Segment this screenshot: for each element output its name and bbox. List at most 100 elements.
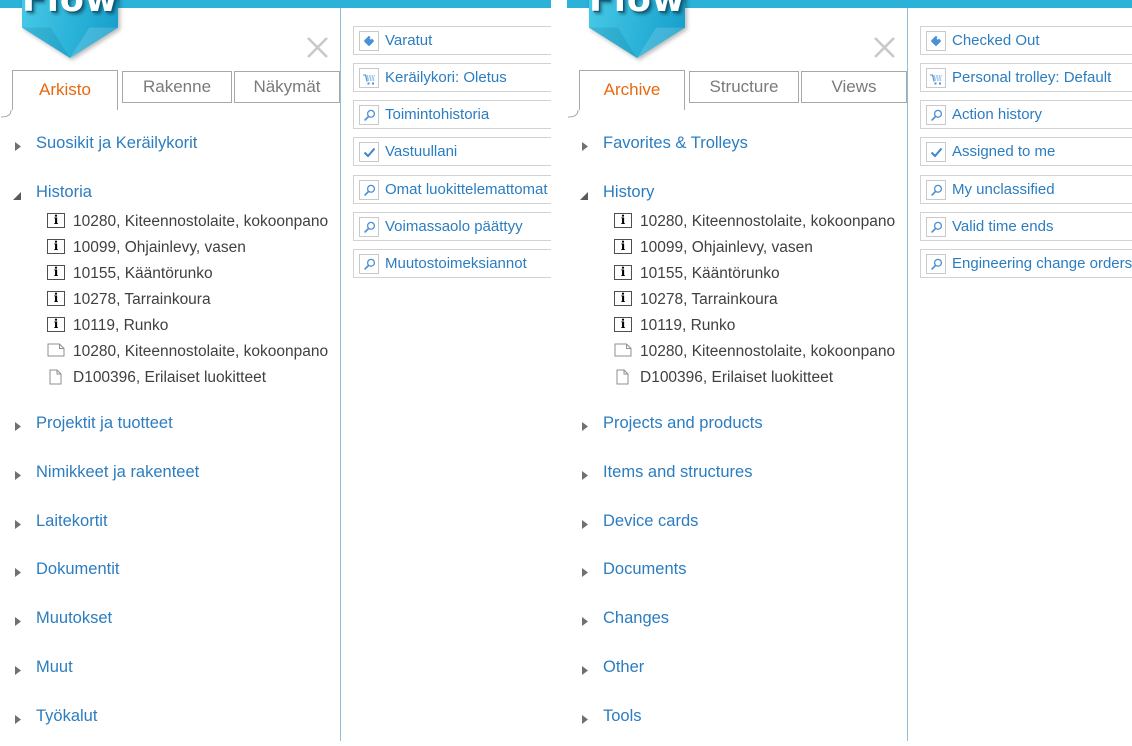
tree-child-label[interactable]: 10280, Kiteennostolaite, kokoonpano <box>73 213 329 230</box>
tree-item-changes[interactable]: Changes <box>567 609 907 631</box>
tab-archive[interactable]: Arkisto <box>12 70 118 110</box>
tree-item-label[interactable]: Items and structures <box>603 463 753 481</box>
expander-expanded-icon[interactable] <box>579 188 589 206</box>
tree-child-item[interactable]: 10155, Kääntörunko <box>567 264 907 284</box>
expander-collapsed-icon[interactable] <box>14 712 22 730</box>
tree-item-label[interactable]: Changes <box>603 609 670 627</box>
tree-child-label[interactable]: 10278, Tarrainkoura <box>640 291 778 308</box>
tree-child-item[interactable]: 10119, Runko <box>567 316 907 336</box>
quick-button-valid-time-ends[interactable]: Valid time ends <box>920 212 1132 241</box>
expander-collapsed-icon[interactable] <box>581 468 589 486</box>
tree-item-changes[interactable]: Muutokset <box>0 609 340 631</box>
quick-button-my-unclassified[interactable]: Omat luokittelemattomat <box>353 175 551 204</box>
tree-item-label[interactable]: Documents <box>603 560 687 578</box>
quick-button-checked-out[interactable]: Checked Out <box>920 26 1132 55</box>
expander-collapsed-icon[interactable] <box>14 468 22 486</box>
tree-child-label[interactable]: 10119, Runko <box>640 317 736 334</box>
tree-item-favorites-trolleys[interactable]: Favorites & Trolleys <box>567 134 907 156</box>
quick-button-action-history[interactable]: Toimintohistoria <box>353 100 551 129</box>
expander-collapsed-icon[interactable] <box>581 419 589 437</box>
tree-item-label[interactable]: Projects and products <box>603 414 763 432</box>
tree-child-item[interactable]: 10119, Runko <box>0 316 340 336</box>
tree-item-label[interactable]: Dokumentit <box>36 560 120 578</box>
close-icon[interactable] <box>304 34 331 61</box>
tree-item-tools[interactable]: Tools <box>567 707 907 729</box>
tree-child-label[interactable]: D100396, Erilaiset luokitteet <box>640 369 834 386</box>
tree-child-item[interactable]: 10099, Ohjainlevy, vasen <box>567 238 907 258</box>
tree-item-label[interactable]: Muutokset <box>36 609 113 627</box>
expander-collapsed-icon[interactable] <box>14 419 22 437</box>
tree-item-label[interactable]: Tools <box>603 707 642 725</box>
tree-item-other[interactable]: Other <box>567 658 907 680</box>
tree-child-label[interactable]: D100396, Erilaiset luokitteet <box>73 369 267 386</box>
tree-item-label[interactable]: Työkalut <box>36 707 98 725</box>
tree-item-label[interactable]: Projektit ja tuotteet <box>36 414 173 432</box>
expander-collapsed-icon[interactable] <box>581 712 589 730</box>
tree-child-label[interactable]: 10119, Runko <box>73 317 169 334</box>
expander-collapsed-icon[interactable] <box>581 614 589 632</box>
expander-collapsed-icon[interactable] <box>581 139 589 157</box>
quick-button-assigned-to-me[interactable]: Assigned to me <box>920 137 1132 166</box>
expander-collapsed-icon[interactable] <box>14 614 22 632</box>
tree-item-label[interactable]: Suosikit ja Keräilykorit <box>36 134 198 152</box>
tree-child-item[interactable]: 10155, Kääntörunko <box>0 264 340 284</box>
tree-item-tools[interactable]: Työkalut <box>0 707 340 729</box>
quick-button-action-history[interactable]: Action history <box>920 100 1132 129</box>
tree-item-items-structures[interactable]: Nimikkeet ja rakenteet <box>0 463 340 485</box>
tree-item-documents[interactable]: Dokumentit <box>0 560 340 582</box>
expander-collapsed-icon[interactable] <box>581 663 589 681</box>
quick-button-valid-time-ends[interactable]: Voimassaolo päättyy <box>353 212 551 241</box>
tree-child-label[interactable]: 10278, Tarrainkoura <box>73 291 211 308</box>
quick-button-my-unclassified[interactable]: My unclassified <box>920 175 1132 204</box>
tree-item-history[interactable]: History <box>567 183 907 205</box>
tree-item-label[interactable]: Favorites & Trolleys <box>603 134 748 152</box>
tab-views[interactable]: Views <box>801 71 907 103</box>
tree-item-documents[interactable]: Documents <box>567 560 907 582</box>
quick-button-change-orders[interactable]: Muutostoimeksiannot <box>353 249 551 278</box>
tree-child-item[interactable]: D100396, Erilaiset luokitteet <box>567 368 907 388</box>
tree-child-label[interactable]: 10155, Kääntörunko <box>73 265 213 282</box>
tree-child-label[interactable]: 10099, Ohjainlevy, vasen <box>640 239 813 256</box>
tree-item-history[interactable]: Historia <box>0 183 340 205</box>
expander-expanded-icon[interactable] <box>12 188 22 206</box>
quick-button-checked-out[interactable]: Varatut <box>353 26 551 55</box>
quick-button-trolley[interactable]: Personal trolley: Default <box>920 63 1132 92</box>
tree-child-label[interactable]: 10280, Kiteennostolaite, kokoonpano <box>640 213 896 230</box>
tree-item-projects[interactable]: Projects and products <box>567 414 907 436</box>
tree-child-label[interactable]: 10280, Kiteennostolaite, kokoonpano <box>73 343 329 360</box>
quick-button-assigned-to-me[interactable]: Vastuullani <box>353 137 551 166</box>
quick-button-change-orders[interactable]: Engineering change orders <box>920 249 1132 278</box>
tab-archive[interactable]: Archive <box>579 70 685 110</box>
close-icon[interactable] <box>871 34 898 61</box>
tree-item-projects[interactable]: Projektit ja tuotteet <box>0 414 340 436</box>
tab-structure[interactable]: Rakenne <box>122 71 232 103</box>
expander-collapsed-icon[interactable] <box>14 139 22 157</box>
tree-child-item[interactable]: D100396, Erilaiset luokitteet <box>0 368 340 388</box>
tree-child-label[interactable]: 10155, Kääntörunko <box>640 265 780 282</box>
tree-child-label[interactable]: 10280, Kiteennostolaite, kokoonpano <box>640 343 896 360</box>
tree-child-item[interactable]: 10280, Kiteennostolaite, kokoonpano <box>567 342 907 362</box>
tree-item-other[interactable]: Muut <box>0 658 340 680</box>
tree-child-item[interactable]: 10278, Tarrainkoura <box>567 290 907 310</box>
tree-child-label[interactable]: 10099, Ohjainlevy, vasen <box>73 239 246 256</box>
tree-item-label[interactable]: Laitekortit <box>36 512 108 530</box>
tree-child-item[interactable]: 10280, Kiteennostolaite, kokoonpano <box>0 212 340 232</box>
expander-collapsed-icon[interactable] <box>14 565 22 583</box>
tree-item-label[interactable]: Muut <box>36 658 73 676</box>
tree-item-items-structures[interactable]: Items and structures <box>567 463 907 485</box>
tree-child-item[interactable]: 10278, Tarrainkoura <box>0 290 340 310</box>
tree-item-device-cards[interactable]: Device cards <box>567 512 907 534</box>
tree-item-device-cards[interactable]: Laitekortit <box>0 512 340 534</box>
tree-item-label[interactable]: Nimikkeet ja rakenteet <box>36 463 200 481</box>
tree-child-item[interactable]: 10280, Kiteennostolaite, kokoonpano <box>567 212 907 232</box>
expander-collapsed-icon[interactable] <box>14 663 22 681</box>
quick-button-trolley[interactable]: Keräilykori: Oletus <box>353 63 551 92</box>
expander-collapsed-icon[interactable] <box>581 517 589 535</box>
tree-child-item[interactable]: 10280, Kiteennostolaite, kokoonpano <box>0 342 340 362</box>
tree-item-label[interactable]: History <box>603 183 655 201</box>
tree-item-label[interactable]: Device cards <box>603 512 699 530</box>
tab-views[interactable]: Näkymät <box>234 71 340 103</box>
tree-child-item[interactable]: 10099, Ohjainlevy, vasen <box>0 238 340 258</box>
expander-collapsed-icon[interactable] <box>581 565 589 583</box>
tree-item-favorites-trolleys[interactable]: Suosikit ja Keräilykorit <box>0 134 340 156</box>
